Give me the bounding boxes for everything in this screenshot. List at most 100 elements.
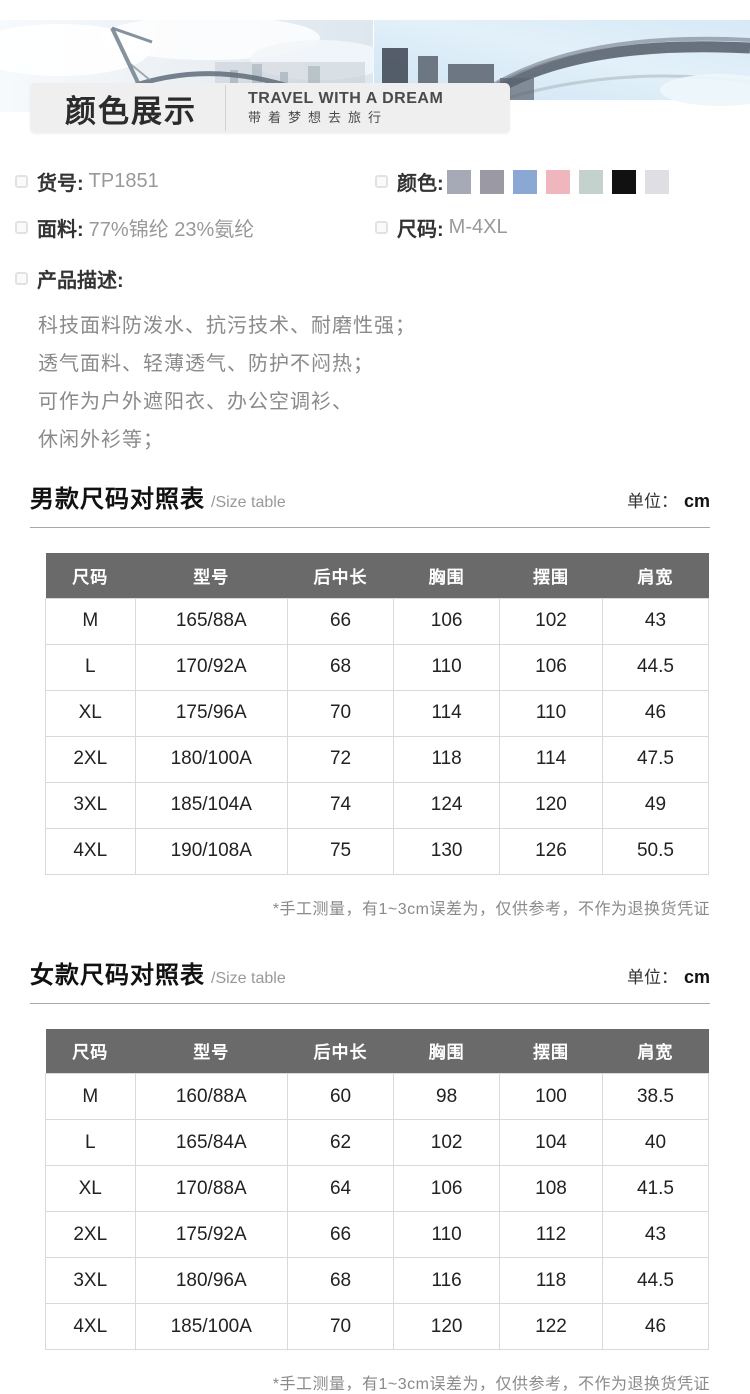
- table-cell: 114: [500, 736, 603, 782]
- product-info: 货号: TP1851 颜色: 面料: 77%锦纶 23%氨纶 尺码: M-4XL…: [0, 140, 750, 459]
- women-size-title: 女款尺码对照表: [30, 955, 205, 990]
- table-cell: 98: [394, 1074, 500, 1120]
- men-size-heading: 男款尺码对照表 /Size table 单位： cm: [30, 479, 710, 514]
- color-swatch: [579, 170, 603, 194]
- table-cell: 112: [500, 1212, 603, 1258]
- table-cell: 180/100A: [135, 736, 287, 782]
- size-range-row: 尺码: M-4XL: [375, 213, 750, 242]
- heading-rule: [30, 1003, 710, 1004]
- table-cell: 49: [602, 782, 708, 828]
- women-size-subtitle: /Size table: [211, 970, 286, 988]
- table-cell: 160/88A: [135, 1074, 287, 1120]
- table-cell: 60: [287, 1074, 393, 1120]
- table-header-row: 尺码型号后中长胸围摆围肩宽: [46, 1029, 709, 1074]
- men-unit-label: 单位： cm: [627, 487, 710, 512]
- table-cell: 41.5: [602, 1166, 708, 1212]
- table-cell: 118: [394, 736, 500, 782]
- title-divider: [225, 85, 226, 131]
- bullet-icon: [375, 221, 388, 234]
- table-cell: 110: [394, 1212, 500, 1258]
- table-cell: 170/88A: [135, 1166, 287, 1212]
- table-header-cell: 型号: [135, 553, 287, 598]
- table-cell: 106: [500, 644, 603, 690]
- size-range-label: 尺码:: [397, 213, 444, 242]
- table-cell: 3XL: [46, 1258, 136, 1304]
- table-cell: 70: [287, 690, 393, 736]
- color-label: 颜色:: [397, 167, 444, 196]
- table-cell: 126: [500, 828, 603, 874]
- table-cell: 75: [287, 828, 393, 874]
- color-swatch: [447, 170, 471, 194]
- description-label: 产品描述:: [37, 264, 124, 293]
- table-cell: 102: [394, 1120, 500, 1166]
- color-swatch: [513, 170, 537, 194]
- men-size-section: 男款尺码对照表 /Size table 单位：cm 尺码型号后中长胸围摆围肩宽 …: [0, 479, 750, 919]
- men-size-title: 男款尺码对照表: [30, 479, 205, 514]
- men-table-note: *手工测量，有1~3cm误差为，仅供参考，不作为退换货凭证: [0, 895, 710, 919]
- table-header-row: 尺码型号后中长胸围摆围肩宽: [46, 553, 709, 598]
- description-header-row: 产品描述:: [15, 264, 750, 293]
- table-cell: 46: [602, 690, 708, 736]
- table-cell: 4XL: [46, 828, 136, 874]
- table-cell: 120: [394, 1304, 500, 1350]
- color-swatch: [480, 170, 504, 194]
- banner: 颜色展示 TRAVEL WITH A DREAM 带着梦想去旅行: [0, 0, 750, 140]
- table-cell: 120: [500, 782, 603, 828]
- table-cell: XL: [46, 1166, 136, 1212]
- table-cell: 44.5: [602, 1258, 708, 1304]
- color-swatches: [447, 170, 678, 194]
- unit-text: 单位：: [627, 968, 678, 987]
- fabric-row: 面料: 77%锦纶 23%氨纶: [15, 213, 375, 242]
- table-cell: 3XL: [46, 782, 136, 828]
- women-table-note: *手工测量，有1~3cm误差为，仅供参考，不作为退换货凭证: [0, 1370, 710, 1394]
- item-number-value: TP1851: [89, 170, 159, 193]
- slogan-english: TRAVEL WITH A DREAM: [248, 89, 443, 109]
- table-header-cell: 肩宽: [602, 1029, 708, 1074]
- table-cell: 2XL: [46, 736, 136, 782]
- color-swatch: [546, 170, 570, 194]
- description-line: 科技面料防泼水、抗污技术、耐磨性强；: [38, 307, 750, 345]
- item-number-label: 货号:: [37, 167, 84, 196]
- description-line: 透气面料、轻薄透气、防护不闷热；: [38, 345, 750, 383]
- table-cell: 68: [287, 644, 393, 690]
- table-cell: 165/84A: [135, 1120, 287, 1166]
- table-cell: 64: [287, 1166, 393, 1212]
- bullet-icon: [15, 272, 28, 285]
- table-cell: 106: [394, 1166, 500, 1212]
- description-line: 可作为户外遮阳衣、办公空调衫、: [38, 383, 750, 421]
- table-header-cell: 胸围: [394, 553, 500, 598]
- unit-text: 单位：: [627, 492, 678, 511]
- table-cell: L: [46, 644, 136, 690]
- item-number-row: 货号: TP1851: [15, 167, 375, 196]
- table-cell: 2XL: [46, 1212, 136, 1258]
- table-cell: 122: [500, 1304, 603, 1350]
- unit-value: cm: [684, 491, 710, 511]
- table-cell: 100: [500, 1074, 603, 1120]
- women-size-heading: 女款尺码对照表 /Size table 单位：cm: [30, 955, 710, 990]
- table-cell: 47.5: [602, 736, 708, 782]
- table-cell: 43: [602, 598, 708, 644]
- table-cell: 62: [287, 1120, 393, 1166]
- table-header-cell: 型号: [135, 1029, 287, 1074]
- color-row: 颜色:: [375, 167, 750, 196]
- table-cell: 185/104A: [135, 782, 287, 828]
- page-title: 颜色展示: [30, 86, 225, 131]
- table-cell: 68: [287, 1258, 393, 1304]
- table-header-cell: 后中长: [287, 553, 393, 598]
- table-cell: 114: [394, 690, 500, 736]
- table-header-cell: 尺码: [46, 1029, 136, 1074]
- table-cell: 118: [500, 1258, 603, 1304]
- table-cell: 38.5: [602, 1074, 708, 1120]
- heading-rule: [30, 527, 710, 528]
- men-size-subtitle: /Size table: [211, 494, 286, 512]
- bullet-icon: [15, 221, 28, 234]
- table-header-cell: 尺码: [46, 553, 136, 598]
- color-swatch: [645, 170, 669, 194]
